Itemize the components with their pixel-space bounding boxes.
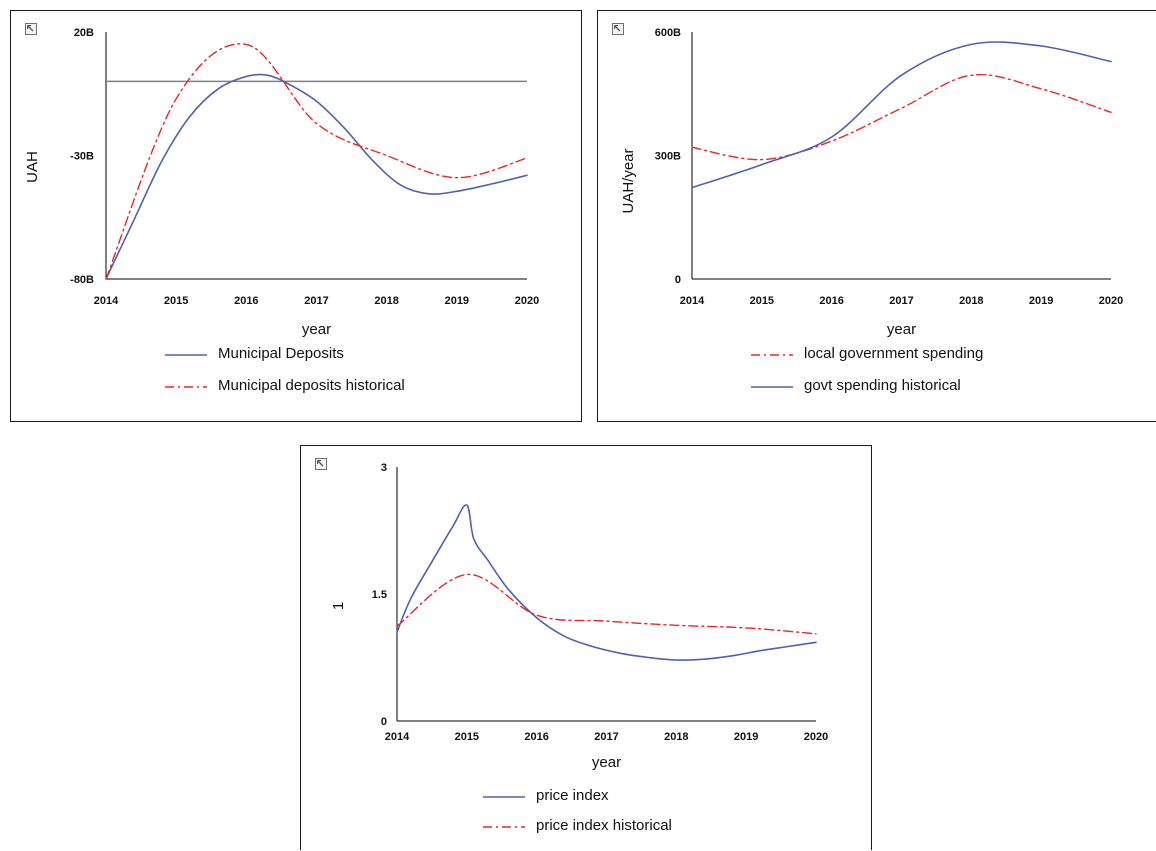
chart-panel-govt-spending: 2014 2015 2016 2017 2018 2019 2020 0 300B 600B yea… [597, 10, 1156, 422]
x-tick-label: 2016 [819, 295, 843, 307]
x-axis-label: year [592, 754, 621, 771]
x-tick-label: 2018 [959, 295, 983, 307]
series-line-municipal-deposits-historical [105, 43, 528, 280]
legend-swatch [751, 386, 793, 388]
y-tick-label: 1.5 [372, 589, 387, 601]
x-tick-label: 2016 [234, 295, 258, 307]
chart-panel-municipal-deposits: 2014 2015 2016 2017 2018 2019 2020 -80B -30B 20B y… [10, 10, 582, 422]
x-tick-label: 2017 [889, 295, 913, 307]
x-tick-label: 2020 [515, 295, 539, 307]
y-tick-label: -80B [70, 274, 94, 286]
y-axis-label: 1 [330, 602, 347, 610]
legend-label: Municipal deposits historical [218, 377, 405, 394]
series-line-price-index-historical [396, 573, 817, 635]
legend-label: local government spending [804, 345, 984, 362]
x-tick-label: 2018 [374, 295, 398, 307]
x-tick-label: 2016 [524, 731, 548, 743]
expand-button[interactable] [315, 458, 327, 470]
x-tick-label: 2017 [594, 731, 618, 743]
x-axis-label: year [302, 321, 331, 338]
x-tick-label: 2014 [94, 295, 119, 307]
y-tick-label: 300B [655, 151, 681, 163]
x-axis-label: year [887, 321, 916, 338]
x-tick-label: 2017 [304, 295, 328, 307]
x-tick-label: 2015 [455, 731, 479, 743]
x-tick-label: 2019 [734, 731, 758, 743]
y-tick-label: 0 [675, 274, 681, 286]
expand-arrow-icon [614, 25, 621, 32]
legend-swatch [483, 826, 525, 828]
series-line-govt-spending-historical [691, 41, 1112, 189]
legend-label: price index historical [536, 817, 672, 834]
y-tick-label: 0 [381, 716, 387, 728]
expand-button[interactable] [25, 23, 37, 35]
x-tick-label: 2020 [804, 731, 828, 743]
series-line-local-government-spending [691, 73, 1112, 161]
legend-swatch [751, 354, 793, 356]
x-tick-label: 2019 [1029, 295, 1053, 307]
x-tick-label: 2014 [385, 731, 410, 743]
x-tick-label: 2014 [680, 295, 705, 307]
legend-swatch [483, 796, 525, 798]
x-tick-label: 2015 [750, 295, 774, 307]
y-axis-label: UAH [24, 151, 41, 183]
y-axis-label: UAH/year [620, 148, 637, 213]
expand-arrow-icon [27, 25, 34, 32]
x-tick-label: 2018 [664, 731, 688, 743]
expand-button[interactable] [612, 23, 624, 35]
chart-plot: 2014 2015 2016 2017 2018 2019 2020 0 1.5 3 year 1 [330, 462, 828, 771]
legend-swatch [165, 354, 207, 356]
x-tick-label: 2020 [1099, 295, 1123, 307]
chart-panel-price-index: 2014 2015 2016 2017 2018 2019 2020 0 1.5 3 year 1 p… [300, 445, 872, 850]
y-tick-label: 600B [655, 27, 681, 39]
y-tick-label: -30B [70, 151, 94, 163]
legend-label: govt spending historical [804, 377, 961, 394]
x-tick-label: 2015 [164, 295, 188, 307]
chart-plot: 2014 2015 2016 2017 2018 2019 2020 -80B -30B 20B y… [24, 27, 539, 338]
chart-plot: 2014 2015 2016 2017 2018 2019 2020 0 300B 600B yea… [620, 27, 1123, 338]
legend-swatch [165, 386, 207, 388]
legend-label: price index [536, 787, 609, 804]
series-line-municipal-deposits [105, 73, 528, 280]
x-tick-label: 2019 [445, 295, 469, 307]
y-tick-label: 20B [74, 27, 94, 39]
legend-label: Municipal Deposits [218, 345, 344, 362]
expand-arrow-icon [317, 460, 324, 467]
series-line-price-index [396, 504, 817, 661]
y-tick-label: 3 [381, 462, 387, 474]
